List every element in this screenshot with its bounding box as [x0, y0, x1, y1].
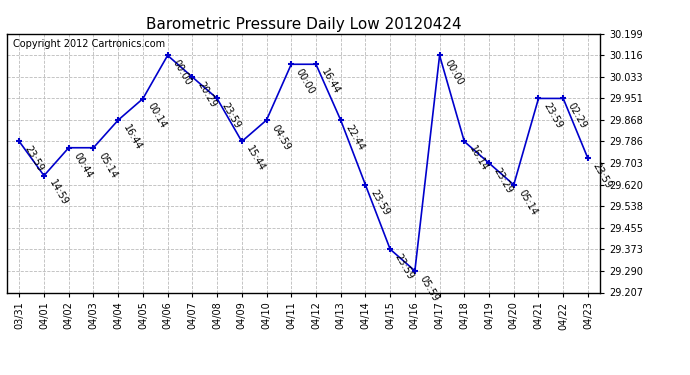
- Text: 23:59: 23:59: [220, 101, 242, 130]
- Text: 02:29: 02:29: [566, 101, 589, 130]
- Text: 05:14: 05:14: [96, 150, 119, 180]
- Text: 20:29: 20:29: [195, 80, 218, 109]
- Text: Copyright 2012 Cartronics.com: Copyright 2012 Cartronics.com: [13, 39, 165, 49]
- Text: 00:00: 00:00: [170, 58, 193, 87]
- Text: 04:59: 04:59: [269, 123, 292, 152]
- Text: 23:59: 23:59: [393, 252, 415, 281]
- Text: 14:59: 14:59: [47, 178, 70, 208]
- Text: 00:44: 00:44: [72, 150, 94, 180]
- Text: 05:14: 05:14: [517, 188, 539, 217]
- Text: 23:59: 23:59: [541, 101, 564, 130]
- Text: 16:14: 16:14: [467, 144, 490, 173]
- Text: 16:44: 16:44: [121, 123, 144, 152]
- Text: 23:59: 23:59: [591, 161, 613, 190]
- Text: 00:00: 00:00: [294, 67, 317, 96]
- Text: 00:00: 00:00: [442, 58, 465, 87]
- Text: 23:59: 23:59: [22, 144, 45, 174]
- Text: 00:14: 00:14: [146, 102, 168, 130]
- Text: Barometric Pressure Daily Low 20120424: Barometric Pressure Daily Low 20120424: [146, 17, 462, 32]
- Text: 16:44: 16:44: [319, 67, 342, 96]
- Text: 05:59: 05:59: [417, 274, 440, 303]
- Text: 22:44: 22:44: [344, 123, 366, 152]
- Text: 23:59: 23:59: [368, 188, 391, 217]
- Text: 23:29: 23:29: [492, 166, 515, 195]
- Text: 15:44: 15:44: [244, 144, 267, 173]
